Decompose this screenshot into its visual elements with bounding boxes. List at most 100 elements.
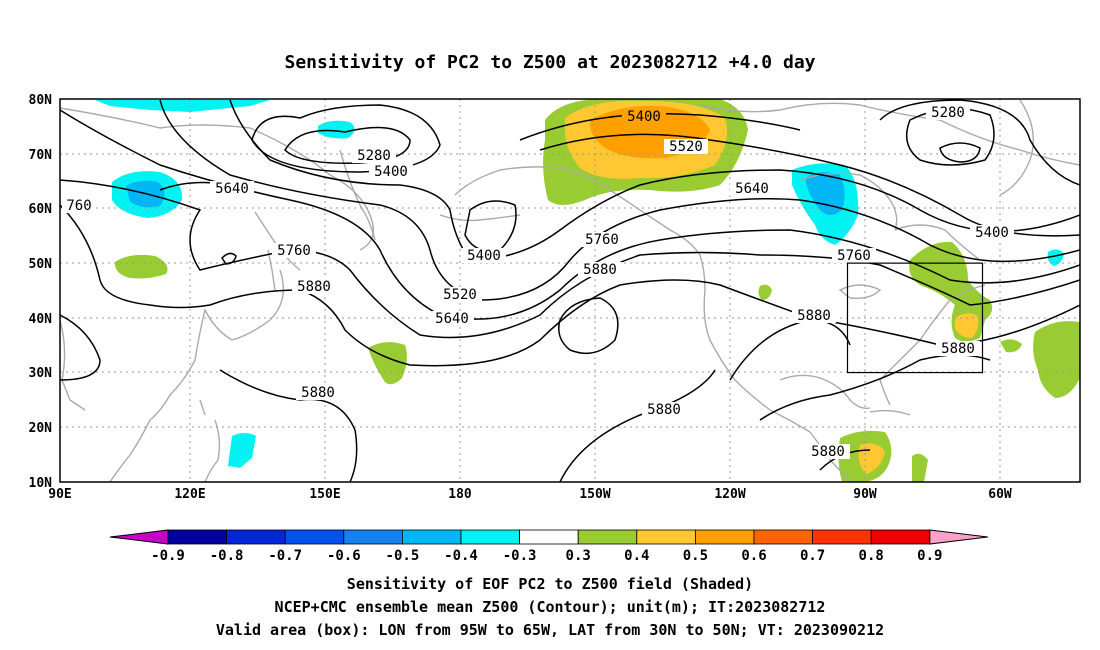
caption-line-3: Valid area (box): LON from 95W to 65W, L…: [216, 621, 884, 639]
coast-greenland: [999, 99, 1035, 196]
lat-tick-labels: 80N 70N 60N 50N 40N 30N 20N 10N: [29, 93, 53, 491]
svg-text:5520: 5520: [443, 287, 477, 303]
colorbar: -0.9 -0.8 -0.7 -0.6 -0.5 -0.4 -0.3 0.3 0.4 0.5 0.6…: [109, 529, 988, 564]
contour-5400-alaska: [519, 113, 801, 141]
contour-5880-southcenter: [559, 369, 716, 482]
coast-labrador: [894, 224, 981, 261]
contour-5760-main: [60, 179, 1080, 339]
svg-text:5280: 5280: [931, 105, 965, 121]
svg-text:5880: 5880: [647, 402, 681, 418]
colorbar-tick-label: -0.5: [386, 548, 420, 564]
positive-region-eastcanada-yellow: [955, 313, 979, 338]
svg-text:760: 760: [66, 198, 91, 214]
colorbar-tick-label: 0.9: [917, 548, 942, 564]
lon-tick-label: 120E: [174, 487, 205, 502]
colorbar-tick-label: 0.5: [683, 548, 708, 564]
svg-text:5880: 5880: [301, 385, 335, 401]
lon-tick-label: 60W: [988, 487, 1012, 502]
contour-aleutian-low: [464, 200, 517, 252]
contour-label: 5400: [462, 248, 506, 264]
contour-label: 5760: [272, 243, 316, 259]
colorbar-tick-label: -0.3: [503, 548, 537, 564]
svg-text:5880: 5880: [811, 444, 845, 460]
coast-siberia: [60, 107, 374, 251]
coast-japan: [231, 269, 284, 341]
coast-china: [109, 419, 151, 482]
coast-sakhalin: [267, 249, 276, 291]
contour-label: 5880: [578, 262, 622, 278]
colorbar-swatch: [870, 529, 931, 545]
negative-region-northwest: [95, 100, 270, 112]
contour-label: 5880: [292, 279, 336, 295]
contour-5400-east: [879, 99, 1080, 186]
coast-florida: [879, 379, 891, 406]
colorbar-high-arrow: [929, 529, 988, 545]
lat-tick-label: 20N: [29, 421, 53, 436]
svg-text:5880: 5880: [797, 308, 831, 324]
coast-cuba: [869, 409, 911, 416]
svg-text:5880: 5880: [297, 279, 331, 295]
contour-label: 5640: [730, 181, 774, 197]
colorbar-low-arrow: [109, 529, 169, 545]
contour-5280-east-inner: [939, 142, 981, 163]
coast-korea-china: [149, 307, 233, 421]
map-panel: 5280 5400 5640 760 5760 5880 5520 5880 5…: [29, 93, 1081, 502]
valid-area-box: [846, 262, 984, 374]
contour-label: 5880: [792, 308, 836, 324]
colorbar-swatch: [460, 529, 520, 545]
contour-label: 5760: [580, 232, 624, 248]
lon-tick-label: 180: [448, 487, 472, 502]
svg-text:5760: 5760: [837, 248, 871, 264]
colorbar-tick-label: -0.8: [210, 548, 244, 564]
contour-760-left: [60, 204, 151, 306]
lon-tick-label: 150W: [579, 487, 610, 502]
colorbar-swatch: [636, 529, 696, 545]
figure-title: Sensitivity of PC2 to Z500 at 2023082712…: [284, 52, 815, 73]
negative-region-pacific-south: [228, 433, 256, 468]
caption-line-2: NCEP+CMC ensemble mean Z500 (Contour); u…: [275, 598, 826, 616]
contour-ridge-left: [60, 314, 101, 381]
negative-region-atlantic: [1047, 249, 1064, 266]
colorbar-tick-label: -0.7: [268, 548, 302, 564]
svg-text:5520: 5520: [669, 139, 703, 155]
contour-label: 760: [62, 198, 96, 214]
lon-tick-label: 120W: [714, 487, 745, 502]
contour-labels: 5280 5400 5640 760 5760 5880 5520 5880 5…: [62, 105, 1014, 460]
colorbar-tick-label: 0.8: [859, 548, 884, 564]
lat-tick-label: 60N: [29, 202, 53, 217]
contour-label: 5400: [970, 225, 1014, 241]
lat-tick-label: 30N: [29, 366, 53, 381]
contour-label: 5400: [369, 164, 413, 180]
svg-text:5880: 5880: [583, 262, 617, 278]
positive-region-mongolia: [114, 254, 168, 279]
colorbar-swatch: [167, 529, 227, 545]
lat-tick-label: 50N: [29, 257, 53, 272]
svg-text:5640: 5640: [435, 311, 469, 327]
positive-region-greatlakes: [758, 284, 772, 300]
colorbar-tick-label: 0.3: [566, 548, 591, 564]
contour-label: 5520: [664, 139, 708, 155]
lon-tick-labels: 90E 120E 150E 180 150W 120W 90W 60W: [48, 487, 1012, 502]
lon-tick-label: 90W: [853, 487, 877, 502]
contour-small-low: [221, 252, 237, 265]
lat-tick-label: 40N: [29, 312, 53, 327]
negative-region-canada-core: [805, 172, 845, 215]
contour-label: 5280: [926, 105, 970, 121]
colorbar-swatch: [753, 529, 813, 545]
captions: Sensitivity of EOF PC2 to Z500 field (Sh…: [216, 575, 884, 639]
contour-5400-line: [229, 99, 1080, 261]
contour-label: 5520: [438, 287, 482, 303]
colorbar-tick-label: -0.4: [444, 548, 478, 564]
colorbar-tick-label: -0.6: [327, 548, 361, 564]
svg-text:5760: 5760: [585, 232, 619, 248]
positive-region-atlantic-east: [1000, 321, 1080, 398]
lon-tick-label: 150E: [309, 487, 340, 502]
colorbar-swatch: [343, 529, 403, 545]
coast-kamchatka: [339, 149, 376, 241]
coast-philippines: [204, 419, 221, 482]
negative-region-northwest-2: [318, 120, 355, 139]
contour-5520-main: [159, 99, 1080, 301]
contour-label: 5640: [210, 181, 254, 197]
contour-5880-south: [219, 369, 358, 482]
contour-label-extra: 5400: [622, 109, 666, 125]
